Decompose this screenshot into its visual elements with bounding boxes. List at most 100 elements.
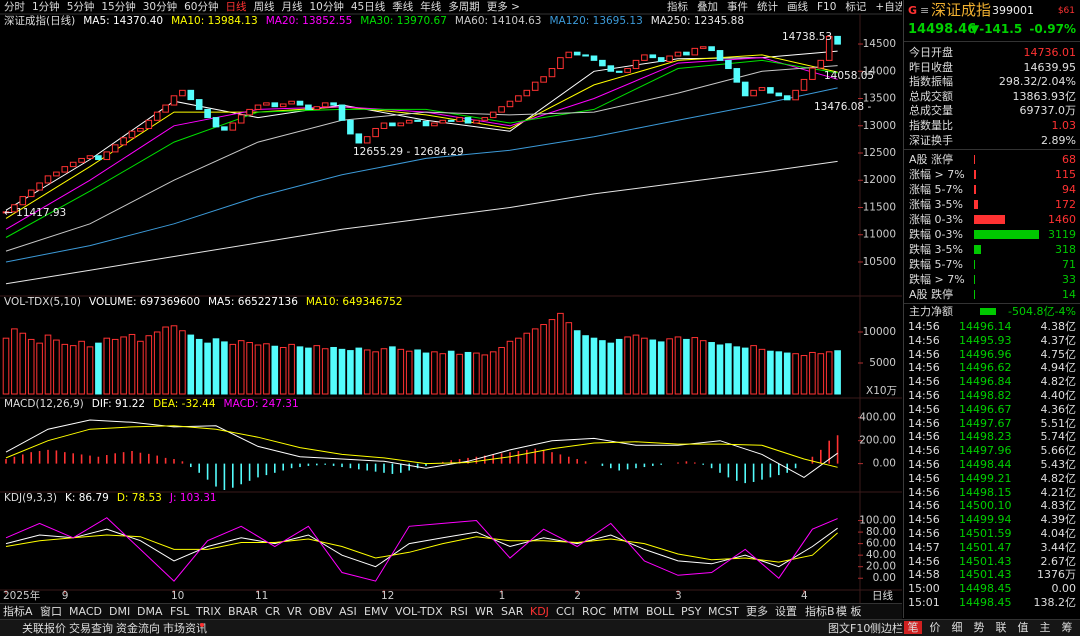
indicator-tab[interactable]: WR: [475, 605, 494, 618]
period-button[interactable]: 分时: [4, 1, 25, 13]
indicator-tab[interactable]: 更多: [746, 605, 768, 618]
indicator-tab[interactable]: TRIX: [196, 605, 222, 618]
tool-button[interactable]: 指标: [667, 0, 688, 13]
breadth-value: 318: [1055, 243, 1076, 256]
side-tab[interactable]: 细: [951, 621, 963, 634]
indicator-tab[interactable]: 指标B: [805, 605, 835, 618]
candle: [775, 92, 783, 97]
indicator-tab[interactable]: MCST: [708, 605, 739, 618]
indicator-tab[interactable]: PSY: [681, 605, 702, 618]
indicator-tab[interactable]: FSL: [170, 605, 190, 618]
tool-button[interactable]: 统计: [757, 0, 778, 13]
breadth-value: 14: [1062, 288, 1076, 301]
status-link[interactable]: 图文F10: [828, 622, 871, 635]
period-button[interactable]: 1分钟: [32, 0, 60, 13]
indicator-tab[interactable]: CR: [265, 605, 281, 618]
side-tab[interactable]: 联: [995, 621, 1007, 634]
period-button[interactable]: 季线: [392, 0, 413, 13]
candle: [523, 89, 531, 97]
indicator-tab[interactable]: ASI: [339, 605, 357, 618]
volume-bar: [590, 337, 598, 395]
period-button[interactable]: 日线: [226, 0, 247, 13]
tool-button[interactable]: 事件: [727, 0, 748, 13]
indicator-tab[interactable]: SAR: [501, 605, 524, 618]
indicator-tab[interactable]: VR: [287, 605, 303, 618]
side-tab[interactable]: 势: [973, 621, 985, 634]
indicator-tab[interactable]: ROC: [582, 605, 606, 618]
tick-amount: 4.04亿: [1040, 527, 1077, 540]
side-tab[interactable]: 价: [929, 621, 941, 634]
volume-bar: [44, 334, 52, 395]
y-tick-label: 12000: [863, 174, 896, 186]
side-tab[interactable]: 主: [1039, 621, 1051, 634]
tool-button[interactable]: 标记: [845, 1, 866, 13]
indicator-tab[interactable]: 窗口: [40, 605, 62, 618]
menu-icon: ≡: [920, 4, 930, 17]
indicator-tab[interactable]: DMI: [109, 605, 131, 618]
candle: [473, 119, 480, 124]
indicator-tab[interactable]: BRAR: [228, 605, 258, 618]
status-link[interactable]: 关联报价: [22, 622, 66, 635]
candle: [548, 68, 556, 78]
volume-bar: [607, 342, 615, 395]
candle: [615, 70, 623, 73]
indicator-tab[interactable]: 模 板: [836, 605, 862, 618]
breadth-label: 涨幅 > 7%: [909, 168, 965, 181]
indicator-tab[interactable]: OBV: [309, 605, 333, 618]
candle: [683, 51, 690, 56]
side-tab[interactable]: 筹: [1061, 621, 1073, 634]
volume-bar: [95, 342, 102, 395]
indicator-tab[interactable]: EMV: [364, 605, 388, 618]
period-button[interactable]: 10分钟: [310, 0, 344, 13]
indicator-tab[interactable]: VOL-TDX: [395, 605, 443, 618]
side-tab[interactable]: 笔: [904, 621, 922, 634]
indicator-tab[interactable]: CCI: [556, 605, 575, 618]
indicator-line: [5, 419, 838, 478]
volume-bar: [716, 344, 724, 395]
status-link[interactable]: 侧边栏: [870, 622, 903, 635]
side-tab[interactable]: 值: [1017, 621, 1029, 634]
period-button[interactable]: 周线: [254, 0, 275, 13]
status-link[interactable]: 交易查询: [69, 622, 113, 635]
period-button[interactable]: 15分钟: [101, 0, 135, 13]
breadth-bar: [974, 185, 976, 194]
indicator-tab[interactable]: MACD: [69, 605, 102, 618]
tool-button[interactable]: 画线: [787, 0, 808, 13]
tick-time: 14:57: [908, 540, 940, 554]
candle: [305, 104, 312, 110]
status-link[interactable]: 资金流向: [116, 622, 160, 635]
period-button[interactable]: 60分钟: [184, 0, 218, 13]
indicator-tab[interactable]: DMA: [137, 605, 163, 618]
tool-button[interactable]: +自选: [875, 0, 902, 13]
candle: [431, 122, 438, 127]
period-button[interactable]: 5分钟: [67, 0, 95, 13]
period-button[interactable]: 30分钟: [143, 0, 177, 13]
period-button[interactable]: 年线: [420, 0, 441, 13]
volume-bar: [733, 346, 741, 395]
indicator-tab[interactable]: RSI: [450, 605, 468, 618]
indicator-tab[interactable]: MTM: [613, 605, 639, 618]
indicator-tab[interactable]: BOLL: [646, 605, 675, 618]
candle: [767, 87, 774, 94]
period-button[interactable]: 月线: [282, 0, 303, 13]
period-button[interactable]: 45日线: [351, 0, 386, 13]
candle: [86, 155, 94, 159]
breadth-bar: [974, 245, 981, 254]
volume-bar: [489, 351, 497, 395]
breadth-bar: [974, 215, 1005, 224]
period-button[interactable]: 多周期: [448, 0, 480, 13]
tool-button[interactable]: 叠加: [697, 1, 718, 13]
volume-bar: [363, 349, 371, 395]
tool-button[interactable]: F10: [817, 1, 836, 13]
y-tick-label: 13000: [863, 120, 896, 132]
indicator-tab[interactable]: 指标A: [3, 605, 33, 618]
tick-amount: 3.44亿: [1040, 540, 1077, 554]
tick-time: 14:58: [908, 568, 940, 582]
status-link[interactable]: 市场资讯: [163, 622, 207, 635]
breadth-label: 跌幅 5-7%: [909, 258, 963, 271]
indicator-value: MA250: 12345.88: [651, 15, 744, 27]
indicator-tab[interactable]: 设置: [775, 605, 797, 618]
period-button[interactable]: 更多 >: [487, 0, 520, 13]
x-tick-label: 11: [255, 590, 268, 602]
indicator-tab[interactable]: KDJ: [530, 605, 549, 618]
